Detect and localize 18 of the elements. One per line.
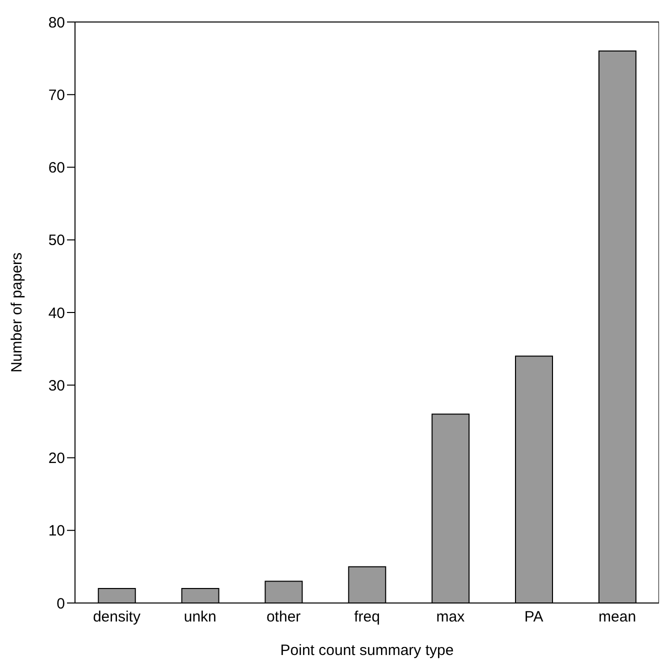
x-tick-label: max [436, 608, 466, 626]
x-tick-label: PA [524, 608, 544, 626]
y-tick-label: 40 [48, 304, 65, 322]
y-tick-label: 20 [48, 450, 65, 468]
y-tick-label: 70 [48, 86, 65, 104]
y-tick-label: 10 [48, 522, 65, 540]
x-tick-label: density [92, 608, 141, 626]
y-tick-label: 0 [56, 595, 65, 612]
x-axis-title: Point count summary type [280, 642, 454, 659]
x-tick-label: freq [354, 608, 380, 626]
y-tick-label: 60 [48, 160, 65, 177]
y-tick-label: 80 [48, 14, 65, 32]
y-tick-label: 30 [48, 377, 65, 394]
y-axis-title: Number of papers [8, 252, 26, 373]
y-tick-label: 50 [48, 232, 65, 250]
x-tick-label: other [266, 608, 301, 626]
x-tick-label: mean [598, 608, 636, 626]
x-tick-label: unkn [184, 608, 216, 626]
